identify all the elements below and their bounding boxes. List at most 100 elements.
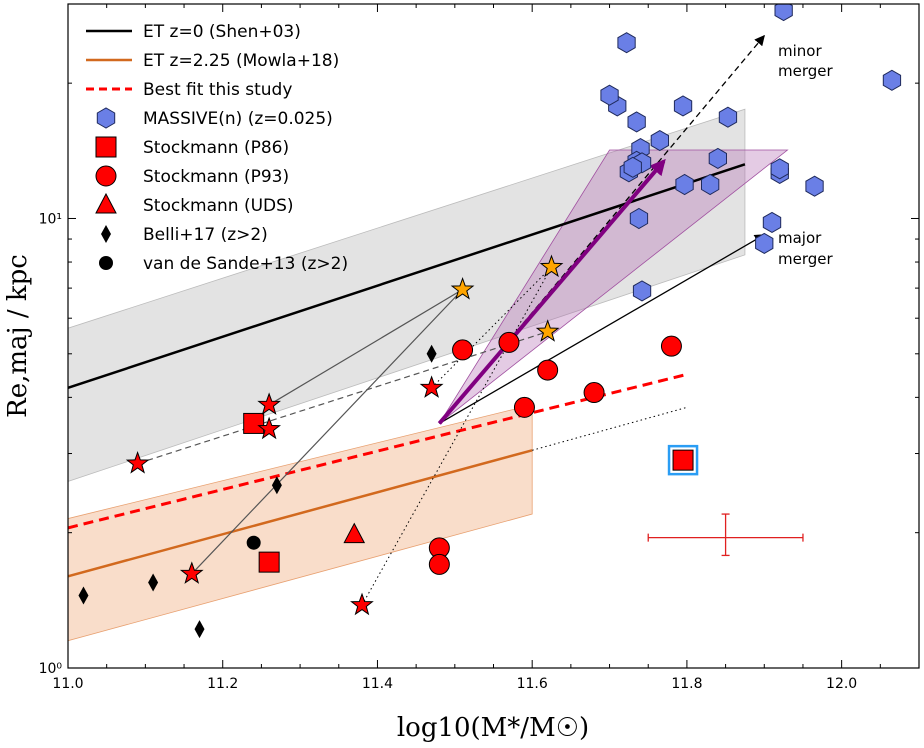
- p93-point: [428, 553, 450, 575]
- legend-entry: Stockmann (UDS): [95, 192, 294, 216]
- major-merger-label: merger: [778, 250, 833, 268]
- growth-arrow: [437, 158, 666, 425]
- legend-label: Belli+17 (z>2): [143, 225, 268, 245]
- legend-label: Stockmann (P93): [143, 167, 289, 187]
- growth-track-line: [361, 266, 552, 606]
- massive-point: [623, 156, 642, 178]
- plot-area: minor merger major merger: [68, 4, 902, 642]
- growth-track-line: [191, 289, 463, 575]
- growth-track-line: [431, 266, 552, 389]
- p93-point: [660, 335, 682, 357]
- red-star-point: [350, 592, 374, 616]
- x-tick-label: 11.4: [362, 676, 393, 692]
- massive-point: [627, 111, 646, 133]
- massive-point: [632, 280, 652, 302]
- massive-point: [774, 4, 793, 22]
- massive-point: [762, 211, 782, 233]
- axes-frame: 11.0 11.2 11.4 11.6 11.8 12.0 10⁰ 10¹: [39, 3, 920, 692]
- legend-marker-swatch: [99, 256, 113, 270]
- y-axis-label: Re,maj / kpc: [3, 254, 33, 418]
- growth-cone: [439, 149, 789, 424]
- massive-point: [617, 32, 636, 54]
- mowla18-extension-line: [532, 406, 688, 451]
- growth-track-line: [268, 288, 463, 406]
- major-merger-arrow: [439, 234, 766, 424]
- legend-label: ET z=0 (Shen+03): [143, 22, 301, 42]
- orange-star-point: [539, 254, 564, 278]
- legend-label: Best fit this study: [143, 80, 292, 100]
- belli17-point: [426, 344, 437, 363]
- legend-entry: MASSIVE(n) (z=0.025): [96, 107, 333, 129]
- legend-entry: Stockmann (P86): [95, 136, 289, 158]
- massive-point: [755, 232, 774, 254]
- x-tick-label: 11.0: [52, 676, 83, 692]
- red-star-point: [179, 561, 204, 584]
- belli17-point: [148, 573, 159, 592]
- y-tick-label: 10⁰: [39, 661, 63, 677]
- x-tick-label: 11.8: [671, 676, 702, 692]
- minor-merger-label: minor: [778, 42, 822, 60]
- x-tick-label: 11.2: [207, 676, 238, 692]
- red-star-point: [257, 416, 281, 440]
- massive-point: [600, 84, 619, 106]
- orange-star-point: [535, 319, 560, 342]
- best-fit-line: [68, 372, 688, 530]
- orange-star-point: [450, 277, 475, 300]
- legend-entry: Stockmann (P93): [95, 165, 289, 187]
- p86-point: [243, 412, 265, 434]
- mowla18-scatter-band: [68, 404, 533, 642]
- mowla18-line: [68, 449, 533, 578]
- legend-label: Stockmann (UDS): [143, 196, 294, 216]
- massive-point: [805, 175, 824, 197]
- legend-label: ET z=2.25 (Mowla+18): [143, 51, 339, 71]
- massive-point: [675, 173, 694, 196]
- p93-point: [583, 382, 605, 404]
- red-star-point: [257, 392, 282, 415]
- massive-point: [718, 106, 738, 128]
- x-tick-label: 12.0: [826, 676, 857, 692]
- legend-entry: van de Sande+13 (z>2): [99, 254, 348, 274]
- massive-point: [708, 147, 727, 169]
- legend-label: Stockmann (P86): [143, 138, 289, 158]
- belli17-point: [271, 476, 282, 495]
- y-tick-label: 10¹: [39, 211, 62, 227]
- massive-point: [650, 130, 669, 152]
- x-tick-label: 11.6: [517, 676, 548, 692]
- legend: ET z=0 (Shen+03) ET z=2.25 (Mowla+18) Best…: [86, 22, 348, 274]
- shen03-scatter-band: [68, 108, 746, 482]
- massive-point: [629, 207, 649, 230]
- x-axis-label: log10(M*/M☉): [397, 713, 589, 743]
- legend-marker-swatch: [101, 225, 111, 243]
- major-merger-label: major: [778, 229, 822, 247]
- p93-point: [452, 339, 474, 361]
- uds-point: [343, 522, 366, 544]
- massive-point: [673, 95, 693, 117]
- legend-label: MASSIVE(n) (z=0.025): [143, 109, 333, 129]
- axis-labels: log10(M*/M☉) Re,maj / kpc: [3, 254, 589, 743]
- legend-marker-swatch: [95, 192, 117, 214]
- red-star-point: [125, 451, 150, 474]
- legend-marker-swatch: [95, 165, 117, 187]
- legend-marker-swatch: [96, 107, 116, 129]
- p93-point: [513, 396, 535, 418]
- shen03-line: [68, 163, 746, 390]
- p86-highlight-point: [672, 449, 694, 471]
- vandesande13-point: [246, 535, 261, 550]
- p86-point: [258, 551, 280, 573]
- p93-point: [537, 359, 559, 381]
- legend-entry: ET z=0 (Shen+03): [86, 22, 301, 42]
- p86-highlight-box: [667, 444, 699, 476]
- massive-point: [701, 173, 720, 196]
- minor-merger-label: merger: [778, 62, 833, 80]
- belli17-point: [78, 586, 89, 605]
- massive-point: [882, 69, 902, 91]
- belli17-point: [194, 620, 205, 639]
- red-star-point: [419, 375, 444, 398]
- growth-track-line: [137, 331, 548, 465]
- legend-entry: Best fit this study: [86, 80, 292, 100]
- legend-label: van de Sande+13 (z>2): [143, 254, 348, 274]
- legend-marker-swatch: [95, 136, 117, 158]
- massive-point: [770, 158, 789, 180]
- p93-point: [498, 331, 520, 353]
